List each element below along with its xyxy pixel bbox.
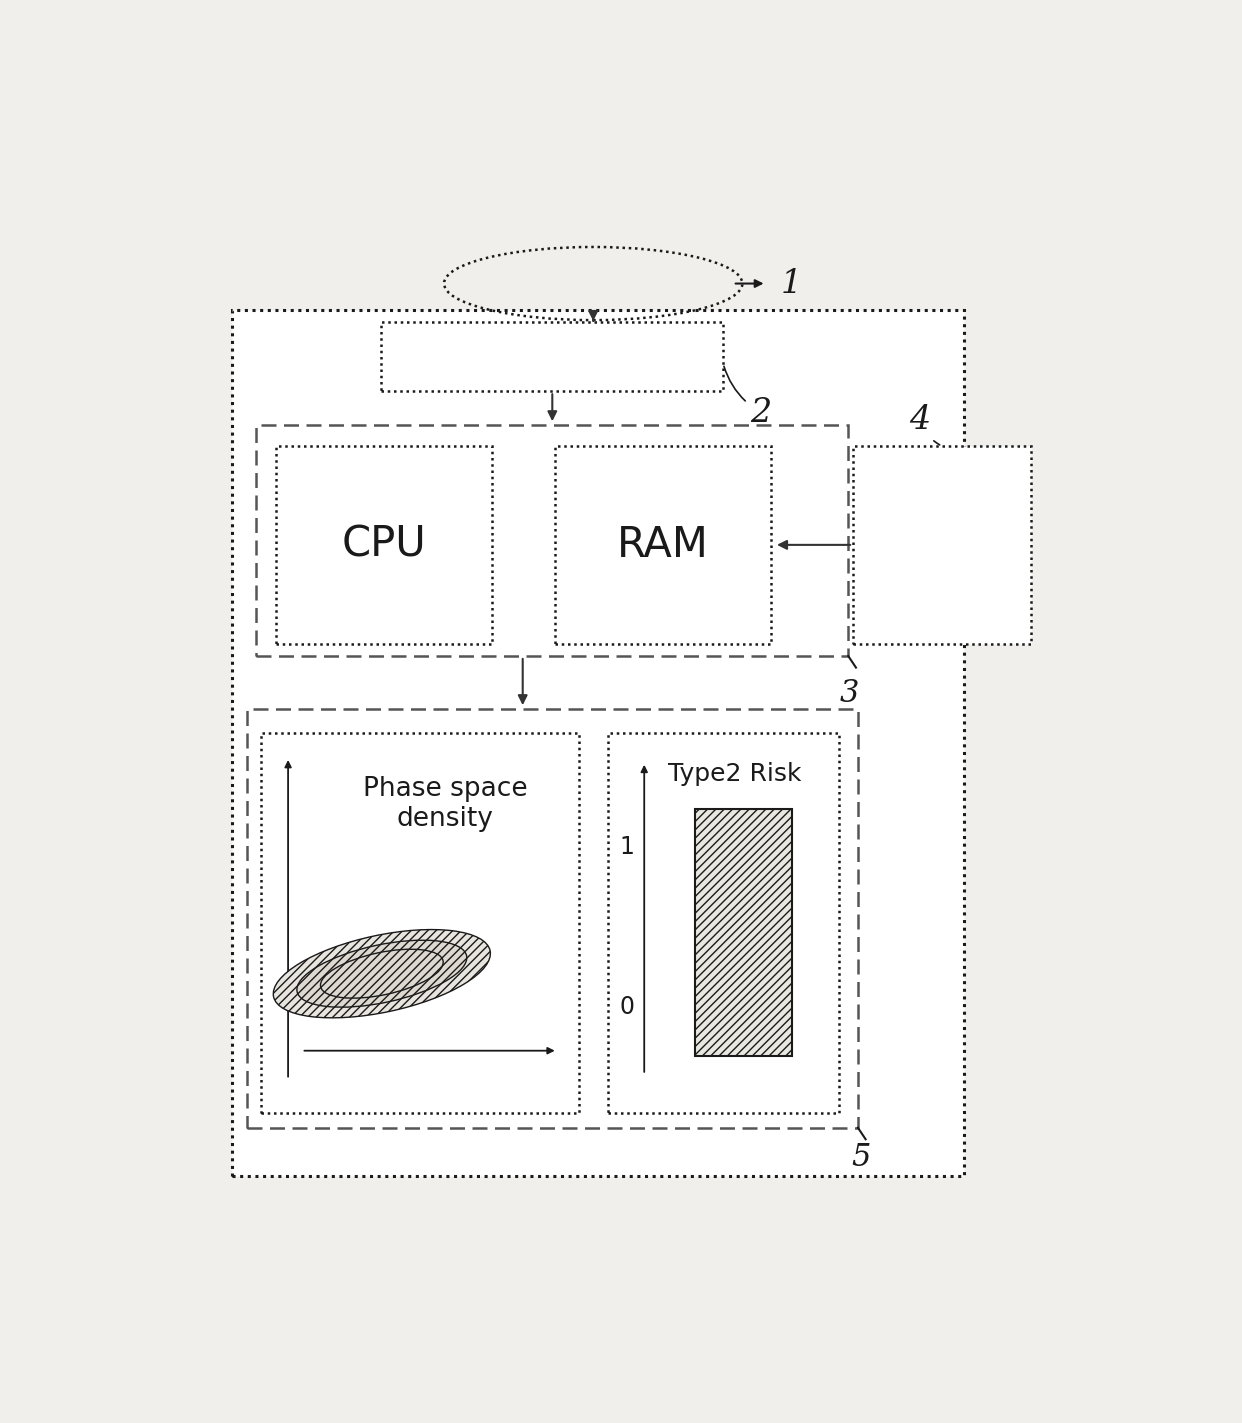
Bar xyxy=(853,447,1031,643)
Text: Type2 Risk: Type2 Risk xyxy=(668,761,801,785)
Ellipse shape xyxy=(320,949,443,998)
Text: 0: 0 xyxy=(620,995,635,1019)
Bar xyxy=(276,447,492,643)
Ellipse shape xyxy=(297,941,467,1007)
Bar xyxy=(696,810,792,1056)
Text: 5: 5 xyxy=(851,1143,871,1173)
Text: 2: 2 xyxy=(724,366,771,428)
Bar xyxy=(381,322,723,391)
Bar xyxy=(256,425,848,656)
Text: 1: 1 xyxy=(781,268,802,300)
Text: RAM: RAM xyxy=(617,524,709,566)
Bar xyxy=(555,447,771,643)
Text: CPU: CPU xyxy=(342,524,426,566)
Text: 1: 1 xyxy=(620,835,635,859)
Bar xyxy=(247,709,858,1127)
Text: 3: 3 xyxy=(840,679,859,709)
Text: Phase space
density: Phase space density xyxy=(363,777,528,832)
Bar xyxy=(607,733,838,1113)
Bar xyxy=(261,733,579,1113)
Ellipse shape xyxy=(273,929,491,1017)
Bar xyxy=(232,310,964,1175)
Text: 4: 4 xyxy=(909,404,940,445)
